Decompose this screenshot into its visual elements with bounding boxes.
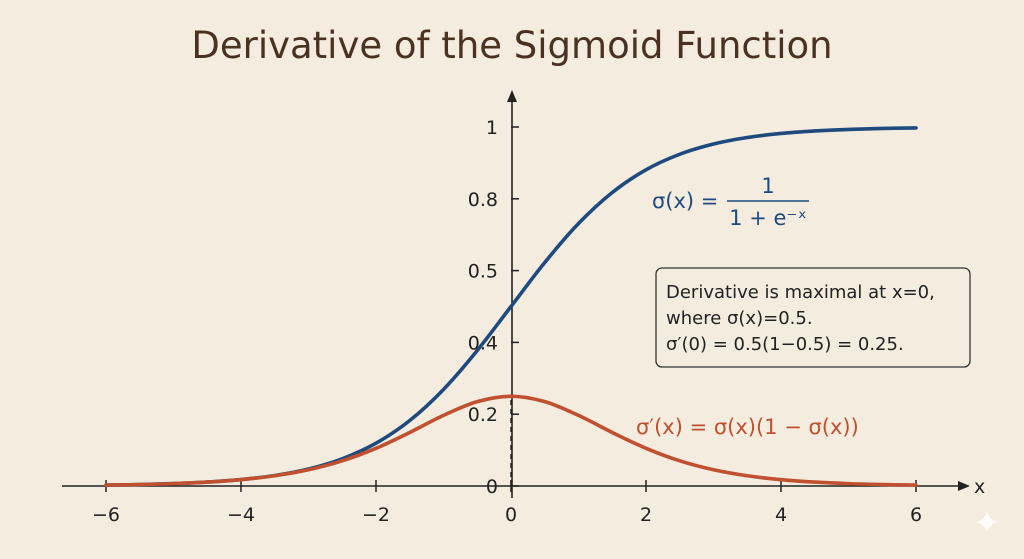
x-tick-label: 0: [505, 504, 517, 526]
x-axis-arrow: [958, 481, 970, 491]
note-line-3: σ′(0) = 0.5(1−0.5) = 0.25.: [666, 334, 904, 355]
x-tick-label: 6: [910, 504, 922, 526]
x-tick-label: −4: [227, 504, 255, 526]
x-tick-label: −6: [92, 504, 120, 526]
sigmoid-formula-numerator: 1: [761, 174, 774, 198]
y-tick-label: 0.2: [468, 404, 498, 426]
y-tick-label: 1: [486, 117, 498, 139]
x-tick-label: −2: [362, 504, 390, 526]
series-layer: [104, 126, 918, 487]
derivative-formula: σ′(x) = σ(x)(1 − σ(x)): [636, 415, 859, 439]
y-tick-label: 0.8: [468, 189, 498, 211]
note-line-2: where σ(x)=0.5.: [666, 308, 813, 329]
chart-title: Derivative of the Sigmoid Function: [191, 24, 832, 67]
sigmoid-formula-denominator: 1 + e⁻ˣ: [729, 206, 807, 230]
sparkle-icon: [976, 511, 998, 533]
note-box-frame: [655, 267, 971, 368]
y-tick-label: 0.5: [468, 261, 498, 283]
sigmoid-formula: σ(x) = 1 1 + e⁻ˣ: [652, 174, 809, 230]
x-tick-label: 4: [775, 504, 787, 526]
x-ticks: −6 −4 −2 0 2 4 6: [92, 480, 922, 526]
x-tick-label: 2: [640, 504, 652, 526]
note-line-1: Derivative is maximal at x=0,: [666, 282, 935, 303]
sigmoid-formula-lhs: σ(x) =: [652, 189, 718, 213]
derivative-curve: [104, 394, 918, 487]
y-axis-arrow: [507, 90, 517, 102]
note-box: Derivative is maximal at x=0, where σ(x)…: [655, 267, 971, 368]
x-axis-label: x: [974, 476, 985, 498]
y-tick-label: 0: [486, 476, 498, 498]
